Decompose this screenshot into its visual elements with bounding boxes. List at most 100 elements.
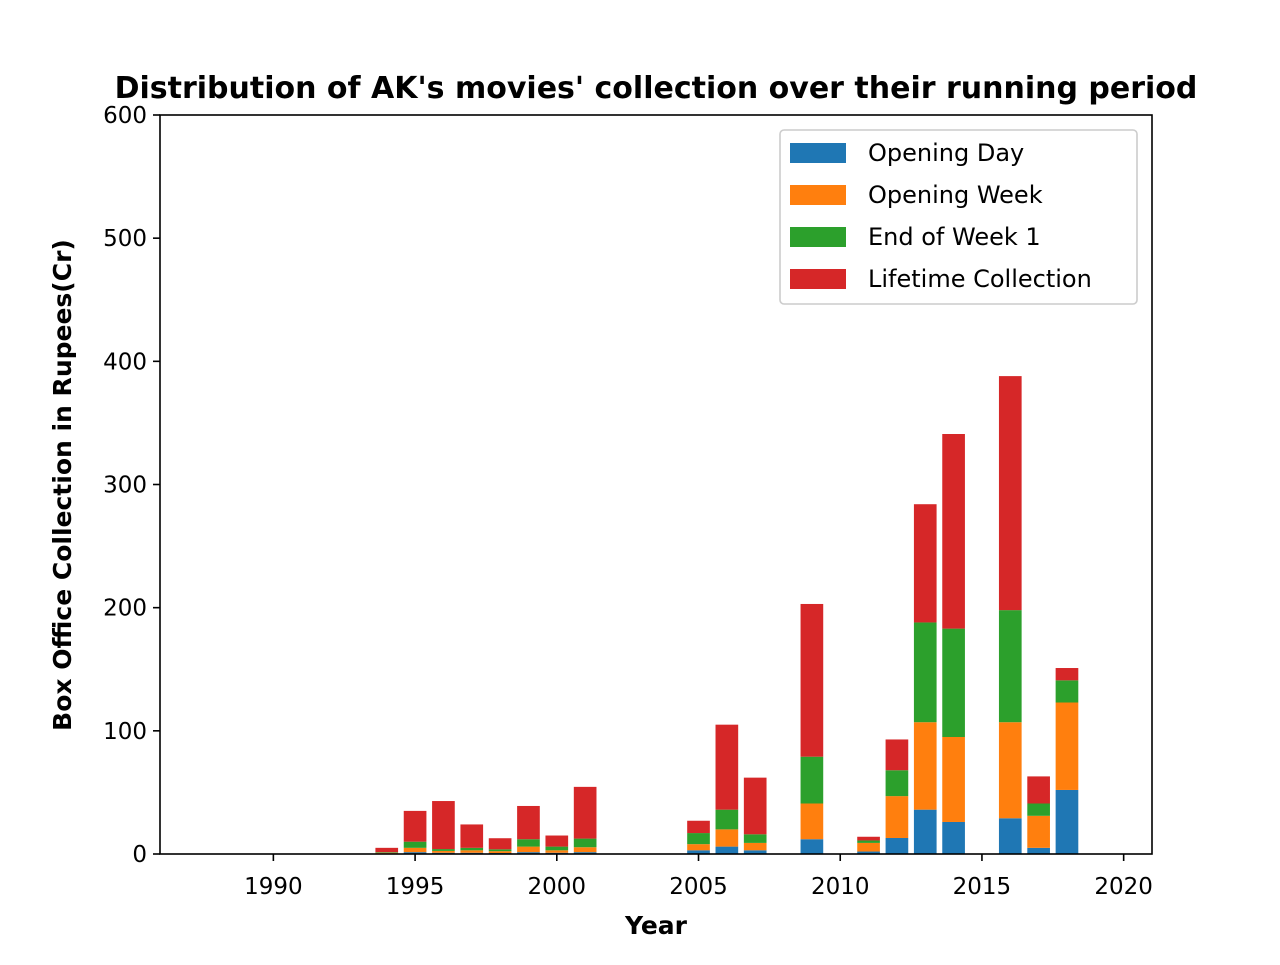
- bar-segment: [687, 820, 710, 834]
- x-tick-label: 1995: [386, 874, 445, 900]
- chart-title: Distribution of AK's movies' collection …: [115, 71, 1198, 106]
- bar-segment: [1055, 668, 1079, 681]
- bar-segment: [432, 801, 455, 850]
- legend: Opening Day Opening Week End of Week 1 Life…: [779, 129, 1138, 305]
- bar-segment: [545, 835, 569, 847]
- bar-segment: [1055, 680, 1079, 703]
- legend-label: Lifetime Collection: [868, 265, 1092, 293]
- legend-swatch: [790, 227, 846, 247]
- bar-segment: [913, 622, 937, 723]
- bar-segment: [800, 839, 824, 854]
- y-tick-label: 500: [103, 226, 147, 252]
- bar-segment: [913, 722, 937, 810]
- bar-segment: [545, 846, 569, 851]
- bar-segment: [885, 739, 909, 771]
- bar-segment: [403, 810, 427, 842]
- y-tick-label: 200: [103, 596, 147, 622]
- bar-segment: [432, 849, 455, 851]
- bar-segment: [715, 846, 739, 854]
- legend-label: Opening Day: [868, 139, 1024, 167]
- bar-segment: [460, 847, 484, 851]
- y-tick-label: 600: [103, 103, 147, 129]
- bar-segment: [403, 852, 427, 854]
- bar-segment: [998, 722, 1022, 819]
- x-tick-label: 2000: [528, 874, 587, 900]
- bar-segment: [517, 839, 540, 847]
- bar-segment: [998, 610, 1022, 723]
- axes-layer: 1990 1995 2000 2005 2010 2015 2020 0 100 200 300 40…: [103, 103, 1153, 900]
- bar-segment: [517, 846, 540, 853]
- x-tick-label: 2005: [669, 874, 728, 900]
- y-tick-label: 0: [132, 842, 147, 868]
- bar-segment: [488, 851, 512, 854]
- bar-segment: [545, 850, 569, 853]
- legend-label: Opening Week: [868, 181, 1043, 209]
- bar-segment: [942, 434, 965, 629]
- bar-segment: [375, 852, 399, 854]
- bar-segment: [403, 847, 427, 853]
- x-tick-label: 2015: [953, 874, 1012, 900]
- bar-segment: [913, 809, 937, 854]
- x-tick-label: 2020: [1094, 874, 1153, 900]
- bar-segment: [573, 838, 597, 848]
- bar-segment: [743, 842, 767, 851]
- bar-segment: [942, 628, 965, 737]
- bar-segment: [998, 818, 1022, 854]
- legend-label: End of Week 1: [868, 223, 1041, 251]
- y-tick-label: 300: [103, 473, 147, 499]
- bar-segment: [942, 736, 965, 822]
- bar-segment: [403, 841, 427, 848]
- bar-segment: [743, 834, 767, 843]
- x-tick-label: 2010: [811, 874, 870, 900]
- legend-box: [779, 129, 1138, 305]
- bar-segment: [375, 847, 399, 853]
- bar-segment: [800, 756, 824, 804]
- bar-segment: [1027, 847, 1050, 854]
- bar-segment: [857, 842, 880, 852]
- bar-segment: [573, 852, 597, 854]
- y-tick-label: 400: [103, 349, 147, 375]
- bar-segment: [375, 852, 399, 853]
- bar-segment: [998, 376, 1022, 611]
- bar-segment: [573, 847, 597, 853]
- bar-segment: [857, 851, 880, 854]
- x-tick-label: 1990: [244, 874, 303, 900]
- bar-segment: [743, 850, 767, 854]
- bar-segment: [913, 504, 937, 623]
- bar-segment: [857, 840, 880, 843]
- bar-segment: [885, 837, 909, 854]
- legend-swatch: [790, 269, 846, 289]
- bar-segment: [488, 838, 512, 850]
- bar-segment: [885, 796, 909, 838]
- bar-segment: [460, 850, 484, 853]
- bar-segment: [1055, 789, 1079, 854]
- bar-segment: [800, 603, 824, 757]
- bar-segment: [800, 803, 824, 840]
- bar-segment: [517, 852, 540, 854]
- bar-segment: [857, 836, 880, 841]
- bar-segment: [573, 786, 597, 839]
- bar-segment: [687, 844, 710, 851]
- bar-segment: [715, 724, 739, 810]
- bars-layer: [375, 376, 1079, 854]
- bar-segment: [687, 833, 710, 845]
- bar-segment: [687, 850, 710, 854]
- bar-segment: [743, 777, 767, 835]
- bar-segment: [715, 809, 739, 830]
- bar-segment: [488, 849, 512, 852]
- legend-swatch: [790, 185, 846, 205]
- bar-segment: [1027, 815, 1050, 848]
- bar-segment: [715, 829, 739, 847]
- bar-segment: [942, 821, 965, 854]
- bar-segment: [885, 770, 909, 797]
- legend-swatch: [790, 143, 846, 163]
- bar-segment: [517, 805, 540, 840]
- bar-segment: [1055, 702, 1079, 790]
- bar-segment: [1027, 803, 1050, 816]
- bar-segment: [460, 824, 484, 848]
- y-axis-label: Box Office Collection in Rupees(Cr): [48, 239, 77, 731]
- bar-segment: [432, 850, 455, 853]
- x-axis-label: Year: [624, 911, 688, 940]
